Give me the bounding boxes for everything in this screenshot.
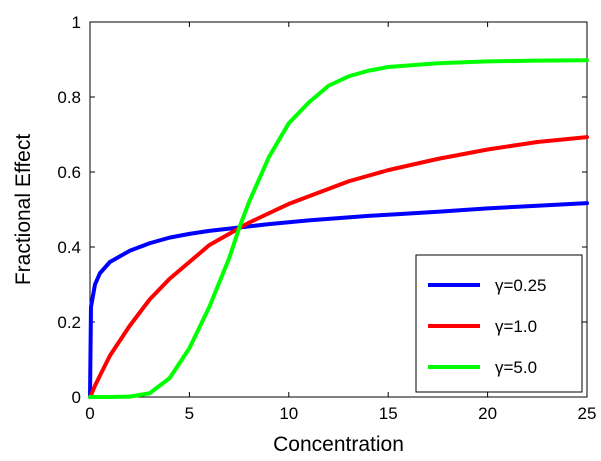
x-tick-label: 20 [478, 404, 497, 423]
x-tick-label: 15 [379, 404, 398, 423]
legend-label: γ=5.0 [495, 358, 537, 377]
x-axis-label: Concentration [273, 433, 404, 456]
y-tick-label: 1 [72, 13, 81, 32]
legend: γ=0.25 γ=1.0 γ=5.0 [415, 254, 583, 393]
y-tick-label: 0.4 [57, 238, 81, 257]
y-axis-label: Fractional Effect [12, 134, 35, 286]
y-tick-label: 0.6 [57, 163, 81, 182]
ticks: 0 5 10 15 20 25 0 0.2 0.4 0.6 0.8 1 [57, 13, 596, 423]
series-line-3 [88, 58, 589, 399]
legend-box [415, 254, 583, 393]
series-line-2 [88, 135, 589, 399]
x-tick-label: 0 [85, 404, 94, 423]
x-tick-label: 5 [185, 404, 194, 423]
x-tick-label: 10 [279, 404, 298, 423]
series-lines [88, 58, 589, 399]
x-tick-label: 25 [578, 404, 597, 423]
y-tick-label: 0.2 [57, 313, 81, 332]
y-tick-label: 0 [72, 388, 81, 407]
legend-label: γ=0.25 [495, 276, 547, 295]
legend-label: γ=1.0 [495, 317, 537, 336]
y-tick-label: 0.8 [57, 88, 81, 107]
